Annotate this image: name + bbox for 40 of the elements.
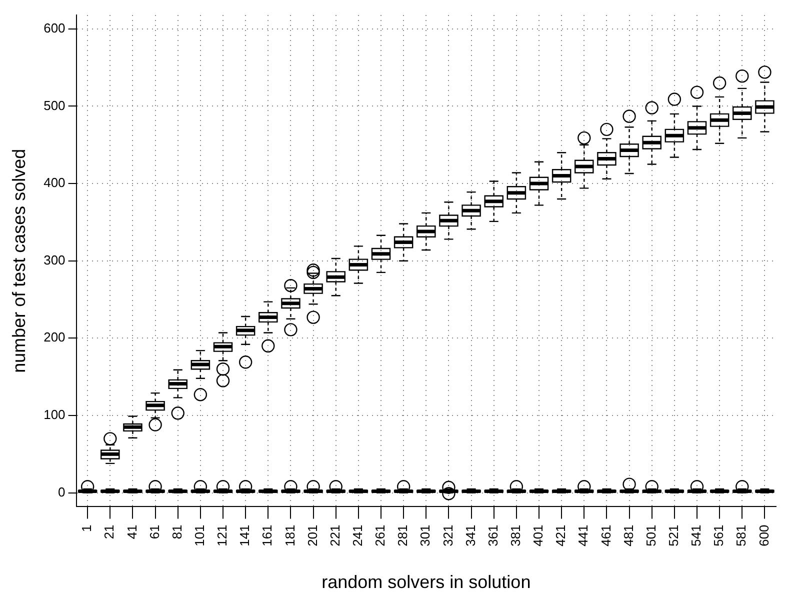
y-tick-label: 300 xyxy=(44,252,66,268)
y-tick-label: 600 xyxy=(44,20,66,36)
x-tick-label: 441 xyxy=(576,524,591,546)
x-tick-label: 101 xyxy=(192,524,208,546)
y-tick-label: 100 xyxy=(44,407,66,422)
x-tick-label: 301 xyxy=(418,524,433,546)
x-axis-title: random solvers in solution xyxy=(322,572,531,592)
x-tick-label: 541 xyxy=(688,524,704,546)
x-tick-label: 381 xyxy=(508,524,524,546)
x-tick-label: 121 xyxy=(214,524,230,546)
x-tick-label: 41 xyxy=(124,524,140,540)
x-tick-label: 481 xyxy=(620,524,636,546)
y-tick-label: 0 xyxy=(58,484,66,500)
x-tick-label: 281 xyxy=(395,524,410,546)
y-axis-title: number of test cases solved xyxy=(8,148,29,373)
x-tick-label: 221 xyxy=(327,524,342,546)
x-tick-label: 61 xyxy=(146,524,162,540)
x-tick-label: 141 xyxy=(237,524,252,546)
x-tick-label: 561 xyxy=(711,524,726,546)
x-tick-label: 401 xyxy=(530,524,546,546)
x-tick-label: 421 xyxy=(553,524,568,546)
y-tick-label: 500 xyxy=(44,98,66,113)
x-tick-label: 341 xyxy=(462,524,478,546)
x-tick-label: 161 xyxy=(260,524,275,546)
x-tick-label: 321 xyxy=(440,524,456,546)
x-tick-label: 201 xyxy=(304,524,320,546)
x-tick-label: 241 xyxy=(350,524,366,546)
x-tick-label: 501 xyxy=(643,524,658,546)
x-tick-label: 600 xyxy=(756,524,772,546)
x-tick-label: 261 xyxy=(372,524,388,546)
x-tick-label: 461 xyxy=(598,524,614,546)
x-tick-label: 21 xyxy=(102,524,117,540)
x-tick-label: 521 xyxy=(666,524,682,546)
y-tick-label: 400 xyxy=(44,175,66,190)
x-tick-label: 581 xyxy=(734,524,749,546)
x-tick-label: 181 xyxy=(282,524,298,546)
x-tick-label: 1 xyxy=(79,524,94,532)
x-tick-label: 361 xyxy=(485,524,500,546)
y-tick-label: 200 xyxy=(44,330,66,345)
x-tick-label: 81 xyxy=(169,524,184,540)
